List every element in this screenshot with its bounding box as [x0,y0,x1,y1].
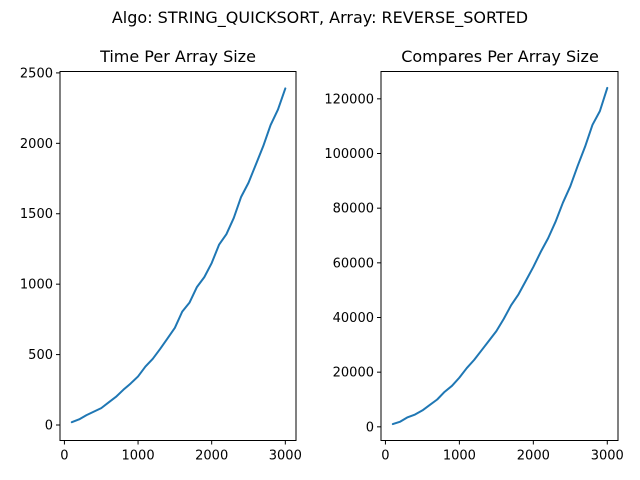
compares-y-tick-label: 80000 [333,202,374,217]
compares-y-tick-label: 20000 [333,366,374,381]
time-chart-frame [59,71,297,441]
compares-x-tick-label: 1000 [443,449,476,464]
compares-chart-x-axis: 0 1000 2000 3000 [381,440,624,464]
time-y-tick-label: 2000 [20,137,53,152]
compares-x-tick-label: 2000 [517,449,550,464]
time-x-tick-label: 3000 [269,449,302,464]
compares-chart-y-axis: 0 20000 40000 60000 80000 100000 120000 [324,92,381,435]
compares-series-line [391,86,609,426]
time-chart-y-axis: 0 500 1000 1500 2000 2500 [20,66,60,434]
time-x-tick-label: 0 [60,449,68,464]
compares-y-tick-label: 40000 [333,311,374,326]
compares-y-tick-label: 100000 [324,147,374,162]
time-chart-title: Time Per Array Size [99,47,256,66]
compares-x-tick-label: 3000 [591,449,624,464]
compares-x-tick-label: 0 [381,449,389,464]
time-y-tick-label: 1000 [20,278,53,293]
time-y-tick-label: 2500 [20,66,53,81]
compares-chart: Compares Per Array Size 0200004000060000… [324,47,623,464]
time-chart: Time Per Array Size 0 500 1000 1500 2000 2500… [20,47,302,464]
figure-suptitle: Algo: STRING_QUICKSORT, Array: REVERSE_S… [112,8,528,28]
compares-chart-title: Compares Per Array Size [401,47,599,66]
time-x-tick-label: 2000 [195,449,228,464]
compares-y-tick-label: 0 [366,420,374,435]
time-x-tick-label: 1000 [122,449,155,464]
compares-y-tick-label: 120000 [324,92,374,107]
time-y-tick-label: 0 [45,419,53,434]
compares-chart-frame [380,71,619,441]
time-y-tick-label: 1500 [20,207,53,222]
time-series-line [70,87,287,424]
time-chart-x-axis: 0 1000 2000 3000 [60,440,302,464]
compares-y-tick-label: 60000 [333,256,374,271]
time-y-tick-label: 500 [28,348,53,363]
